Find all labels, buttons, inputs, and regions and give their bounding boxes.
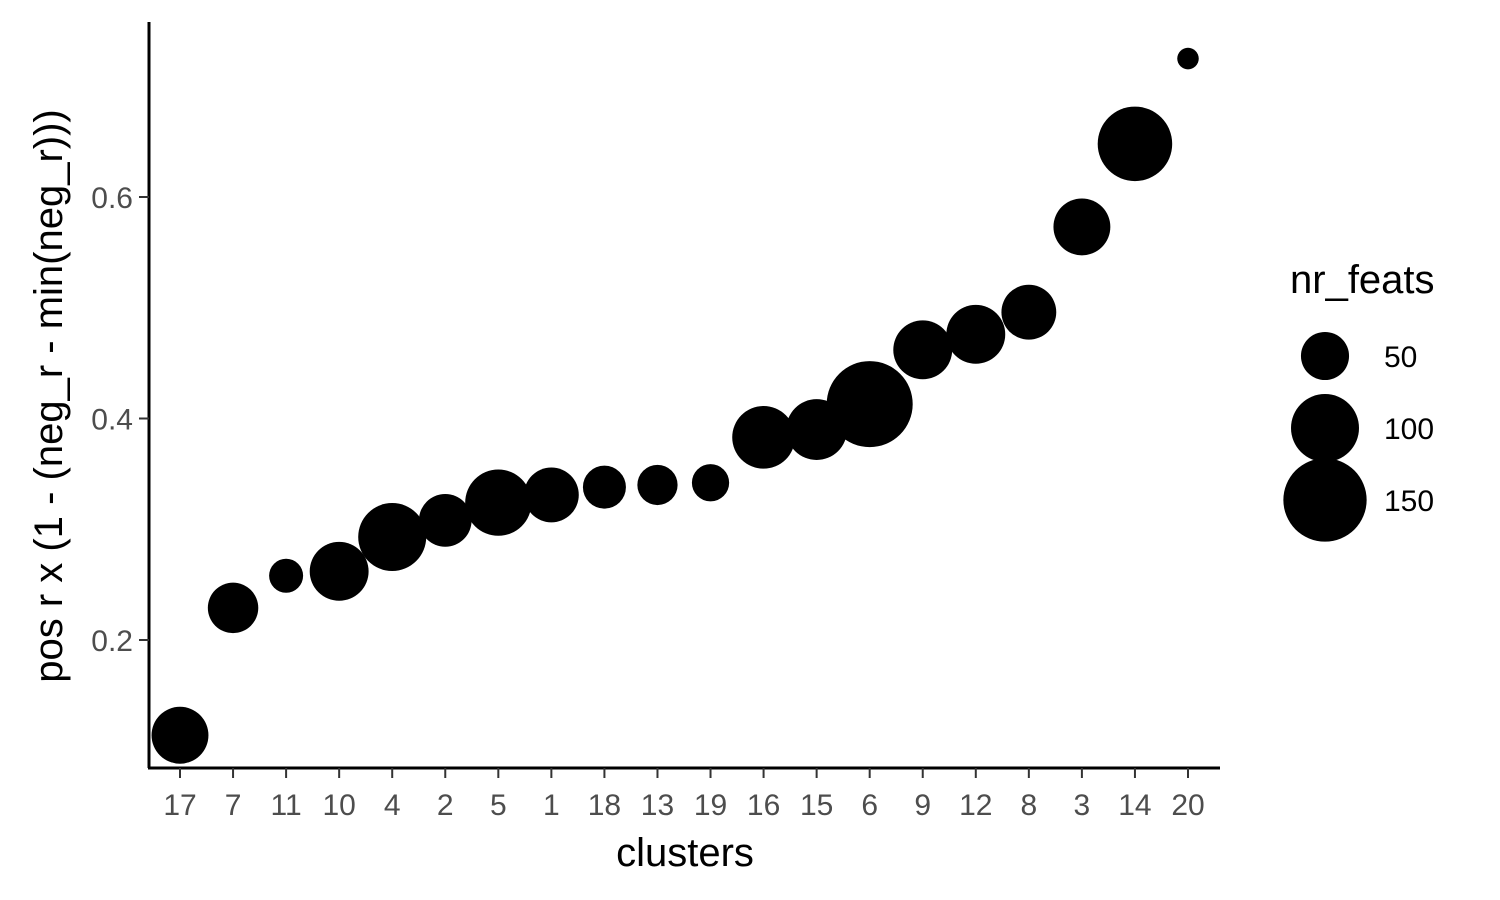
x-tick-label: 2: [437, 789, 454, 822]
legend-key-50: [1300, 331, 1350, 381]
data-point-cluster-16: [732, 405, 795, 469]
x-tick-label: 17: [163, 789, 196, 822]
data-point-cluster-20: [1177, 47, 1199, 70]
legend-label-150: 150: [1384, 485, 1434, 518]
x-tick-label: 19: [694, 789, 727, 822]
x-axis-title: clusters: [616, 831, 754, 875]
x-tick-label: 20: [1171, 789, 1204, 822]
data-point-cluster-2: [418, 494, 472, 547]
data-point-cluster-17: [151, 706, 209, 764]
legend: 50 100 150: [1283, 331, 1434, 542]
legend-label-100: 100: [1384, 413, 1434, 446]
x-tick-label: 14: [1118, 789, 1151, 822]
legend-label-50: 50: [1384, 341, 1417, 374]
x-tick-label: 3: [1074, 789, 1091, 822]
x-tick-label: 13: [641, 789, 674, 822]
data-point-cluster-5: [465, 469, 532, 536]
x-tick-label: 12: [959, 789, 992, 822]
x-tick-label: 7: [225, 789, 242, 822]
data-point-cluster-8: [1001, 284, 1057, 340]
data-point-cluster-7: [207, 582, 259, 634]
x-tick-label: 15: [800, 789, 833, 822]
x-tick-label: 9: [914, 789, 931, 822]
legend-title: nr_feats: [1290, 258, 1435, 302]
legend-key-150: [1283, 458, 1367, 542]
data-point-cluster-10: [309, 541, 369, 601]
x-tick-label: 18: [588, 789, 621, 822]
data-point-cluster-1: [523, 467, 579, 523]
y-axis-ticks: 0.2 0.4 0.6: [91, 182, 149, 658]
y-tick-label: 0.6: [91, 182, 133, 215]
y-axis-title: pos r x (1 - (neg_r - min(neg_r))): [27, 109, 71, 682]
data-point-cluster-19: [691, 464, 730, 502]
x-tick-label: 8: [1020, 789, 1037, 822]
data-point-cluster-12: [946, 304, 1006, 364]
y-tick-label: 0.4: [91, 404, 133, 437]
x-tick-label: 11: [271, 789, 302, 822]
x-tick-label: 4: [384, 789, 401, 822]
x-tick-label: 10: [322, 789, 355, 822]
legend-key-100: [1291, 394, 1359, 462]
data-point-cluster-6: [826, 361, 913, 448]
x-tick-label: 1: [543, 789, 560, 822]
x-tick-label: 6: [861, 789, 878, 822]
data-point-cluster-9: [893, 320, 953, 380]
data-point-cluster-18: [582, 465, 626, 509]
x-tick-label: 16: [747, 789, 780, 822]
data-point-cluster-3: [1053, 198, 1111, 256]
data-point-cluster-14: [1097, 106, 1173, 182]
y-tick-label: 0.2: [91, 625, 133, 658]
data-points: [151, 47, 1199, 764]
data-point-cluster-4: [358, 503, 427, 572]
data-point-cluster-13: [637, 464, 678, 506]
data-point-cluster-11: [269, 558, 304, 593]
x-axis-ticks: 17 7 11 10 4 2 5 1 18 13 19 16 15 6 9 12 8 3 14 20: [163, 768, 1205, 822]
x-tick-label: 5: [490, 789, 507, 822]
